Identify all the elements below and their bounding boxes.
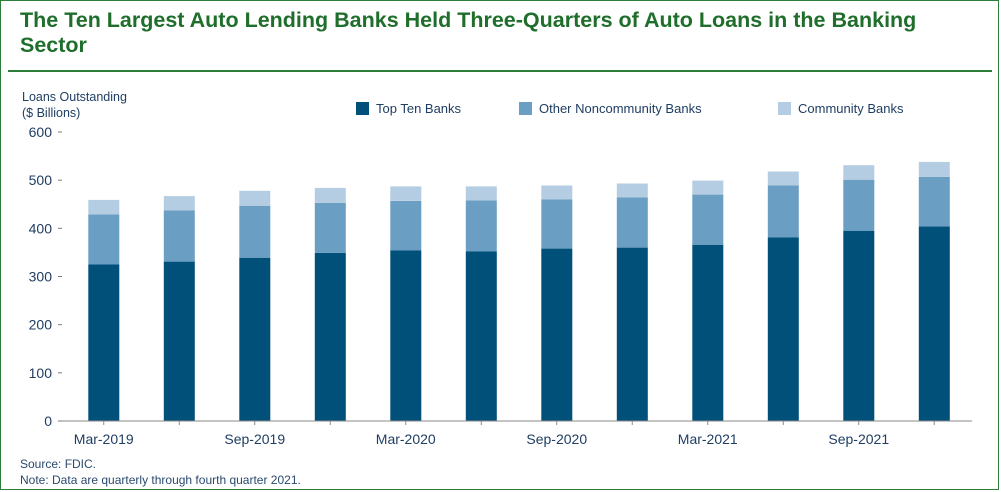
legend-swatch (778, 102, 791, 115)
bar-segment (314, 187, 346, 203)
legend-label: Other Noncommunity Banks (539, 101, 702, 116)
bar-segment (239, 205, 271, 258)
legend: Top Ten Banks Other Noncommunity Banks Com… (356, 101, 904, 116)
bar-segment (465, 186, 497, 201)
y-tick-label: 400 (29, 220, 53, 236)
bar-segment (918, 161, 950, 177)
bar-segment (918, 226, 950, 421)
bar-segment (239, 257, 271, 421)
source-text: Source: FDIC. (20, 457, 97, 471)
y-tick-label: 100 (29, 365, 53, 381)
y-axis-label-line: Loans Outstanding (22, 90, 127, 104)
bar-segment (616, 197, 648, 248)
bar-segment (692, 180, 724, 195)
bar-segment (390, 250, 422, 421)
note-text: Note: Data are quarterly through fourth … (20, 473, 301, 487)
legend-label: Top Ten Banks (376, 101, 462, 116)
bar-segment (616, 247, 648, 421)
bar-segment (843, 165, 875, 180)
bar-segment (239, 190, 271, 206)
bar-segment (163, 261, 195, 421)
bar-segment (314, 202, 346, 253)
title-rule (8, 70, 992, 72)
bar-segment (465, 251, 497, 421)
x-tick-label: Mar-2021 (678, 431, 738, 447)
bar-segment (843, 179, 875, 231)
x-tick-label: Sep-2021 (828, 431, 889, 447)
bar-segment (314, 252, 346, 421)
x-tick-label: Mar-2019 (74, 431, 134, 447)
legend-label: Community Banks (798, 101, 904, 116)
legend-swatch (519, 102, 532, 115)
bar-segment (692, 194, 724, 245)
bar-segment (88, 264, 120, 421)
bars (88, 161, 950, 421)
y-tick-label: 300 (29, 269, 53, 285)
bar-segment (541, 248, 573, 421)
y-axis-label-line: ($ Billions) (22, 106, 80, 120)
y-tick-label: 0 (44, 413, 52, 429)
y-tick-label: 200 (29, 317, 53, 333)
x-tick-label: Mar-2020 (376, 431, 436, 447)
bar-segment (918, 176, 950, 227)
bar-segment (390, 200, 422, 251)
y-axis-label: Loans Outstanding ($ Billions) (22, 90, 127, 120)
legend-swatch (356, 102, 369, 115)
bar-segment (465, 200, 497, 252)
bar-segment (616, 183, 648, 198)
y-tick-label: 500 (29, 172, 53, 188)
x-axis: Mar-2019 Sep-2019 Mar-2020 Sep-2020 Mar-2021… (62, 420, 972, 447)
bar-segment (88, 214, 120, 265)
bar-segment (541, 199, 573, 249)
bar-segment (767, 185, 799, 238)
y-axis-ticks: 0 100 200 300 400 500 600 (29, 124, 62, 429)
bar-segment (767, 237, 799, 421)
y-tick-label: 600 (29, 124, 53, 140)
bar-segment (541, 185, 573, 200)
bar-segment (843, 230, 875, 421)
x-tick-label: Sep-2020 (526, 431, 587, 447)
x-tick-label: Sep-2019 (224, 431, 285, 447)
bar-segment (692, 244, 724, 421)
bar-segment (767, 171, 799, 186)
bar-segment (163, 196, 195, 211)
bar-segment (390, 186, 422, 201)
bar-segment (163, 210, 195, 262)
chart-title: The Ten Largest Auto Lending Banks Held … (20, 8, 917, 57)
bar-segment (88, 199, 120, 215)
